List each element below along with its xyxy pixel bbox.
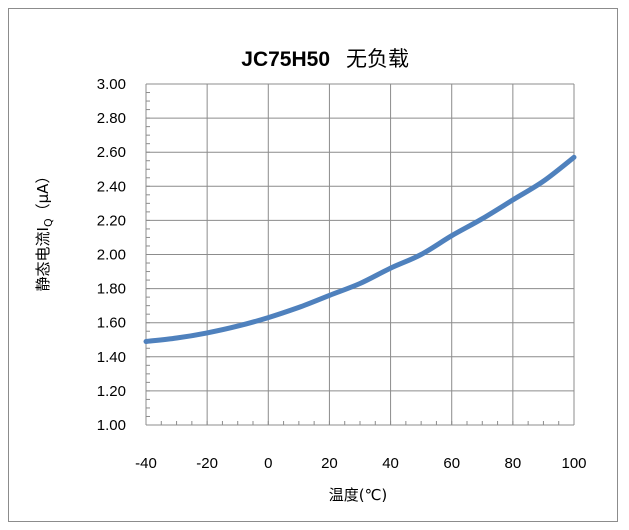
y-tick-label: 2.60 — [97, 144, 126, 161]
series-line — [143, 154, 577, 344]
y-tick-label: 2.00 — [97, 247, 126, 264]
plot-area: -40 -20 0 20 40 60 80 100 1.00 1.20 1.40 1.60 1.80 2.… — [97, 76, 587, 472]
y-axis-label-prefix: 静态电流I — [34, 227, 52, 291]
y-tick-label: 1.40 — [97, 349, 126, 366]
y-tick-label: 2.20 — [97, 212, 126, 229]
x-tick-label: -40 — [135, 455, 157, 472]
y-tick-label: 1.20 — [97, 383, 126, 400]
y-tick-label: 1.60 — [97, 315, 126, 332]
x-tick-label: -20 — [196, 455, 218, 472]
x-tick-label: 80 — [505, 455, 522, 472]
x-axis-label: 温度(℃) — [329, 486, 388, 504]
y-axis-label-subscript: Q — [42, 218, 55, 227]
y-tick-label: 1.80 — [97, 281, 126, 298]
y-axis-label-unit: （μA） — [34, 169, 52, 219]
x-tick-label: 60 — [443, 455, 460, 472]
x-tick-label: 0 — [264, 455, 272, 472]
y-tick-label: 2.40 — [97, 178, 126, 195]
y-tick-label: 2.80 — [97, 110, 126, 127]
chart-subtitle: 无负载 — [346, 47, 409, 71]
y-tick-label: 3.00 — [97, 76, 126, 93]
x-tick-label: 40 — [382, 455, 399, 472]
y-axis-label: 静态电流IQ（μA） — [34, 169, 55, 292]
x-tick-label: 20 — [321, 455, 338, 472]
x-tick-label: 100 — [561, 455, 586, 472]
chart-area — [8, 8, 618, 522]
chart-title: JC75H50 — [241, 48, 330, 71]
y-tick-label: 1.00 — [97, 417, 126, 434]
